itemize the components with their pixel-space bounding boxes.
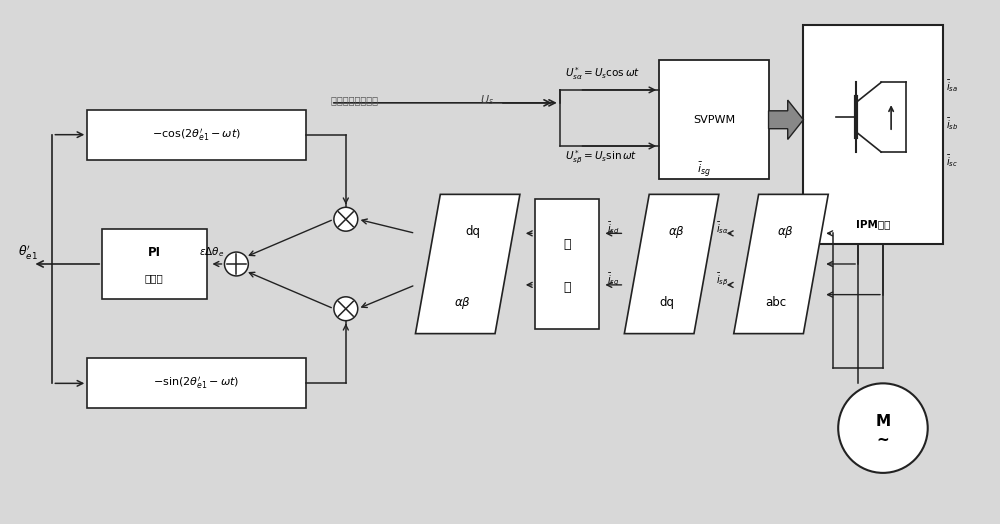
Text: PI: PI [148, 246, 161, 259]
Text: $\bar{i}_{s\alpha}$: $\bar{i}_{s\alpha}$ [716, 221, 729, 236]
Text: 滤: 滤 [563, 238, 571, 251]
Polygon shape [769, 100, 803, 139]
Text: $U_{s\beta}^*=U_s\sin\omega t$: $U_{s\beta}^*=U_s\sin\omega t$ [565, 149, 637, 167]
Bar [803, 25, 943, 244]
Bar [535, 199, 599, 329]
Circle shape [334, 208, 358, 231]
Polygon shape [415, 194, 520, 334]
Text: $U_{s\alpha}^*=U_s\cos\omega t$: $U_{s\alpha}^*=U_s\cos\omega t$ [565, 65, 640, 82]
Text: ~: ~ [877, 432, 889, 447]
Bar [102, 229, 207, 299]
Text: $\bar{i}_{sc}$: $\bar{i}_{sc}$ [946, 153, 958, 169]
Text: SVPWM: SVPWM [693, 115, 735, 125]
Bar [659, 60, 769, 179]
Text: 波: 波 [563, 281, 571, 294]
Text: abc: abc [766, 297, 787, 310]
Text: dq: dq [465, 225, 480, 238]
Text: $\bar{i}_{sb}$: $\bar{i}_{sb}$ [946, 116, 958, 132]
Circle shape [838, 384, 928, 473]
Text: $\bar{i}_{sd}$: $\bar{i}_{sd}$ [607, 221, 619, 236]
Bar [87, 358, 306, 408]
Text: $\varepsilon\Delta\theta_e$: $\varepsilon\Delta\theta_e$ [199, 245, 224, 259]
Text: $\bar{i}_{sa}$: $\bar{i}_{sa}$ [946, 79, 958, 94]
Text: M: M [875, 413, 891, 429]
Text: $\alpha\beta$: $\alpha\beta$ [777, 224, 794, 240]
Bar [87, 110, 306, 159]
Text: $-\sin(2\theta_{e1}^{\prime}-\omega t)$: $-\sin(2\theta_{e1}^{\prime}-\omega t)$ [153, 375, 240, 391]
Text: dq: dq [659, 297, 674, 310]
Text: $\bar{i}_{sq}$: $\bar{i}_{sq}$ [607, 271, 619, 288]
Text: $\boldsymbol{U_s}$: $\boldsymbol{U_s}$ [480, 93, 494, 107]
Text: 调节器: 调节器 [145, 273, 164, 283]
Circle shape [334, 297, 358, 321]
Text: IPM模块: IPM模块 [856, 219, 890, 229]
Text: $\bar{i}_{sg}$: $\bar{i}_{sg}$ [697, 160, 711, 179]
Text: $\alpha\beta$: $\alpha\beta$ [668, 224, 685, 240]
Text: $\alpha\beta$: $\alpha\beta$ [454, 295, 471, 311]
Text: $\theta_{e1}^{\prime}$: $\theta_{e1}^{\prime}$ [18, 243, 37, 261]
Polygon shape [624, 194, 719, 334]
Polygon shape [734, 194, 828, 334]
Text: $\bar{i}_{s\beta}$: $\bar{i}_{s\beta}$ [716, 271, 729, 288]
Circle shape [224, 252, 248, 276]
Text: $-\cos(2\theta_{e1}^{\prime}-\omega t)$: $-\cos(2\theta_{e1}^{\prime}-\omega t)$ [152, 127, 241, 143]
Text: 注入高频交流串压: 注入高频交流串压 [331, 95, 384, 105]
